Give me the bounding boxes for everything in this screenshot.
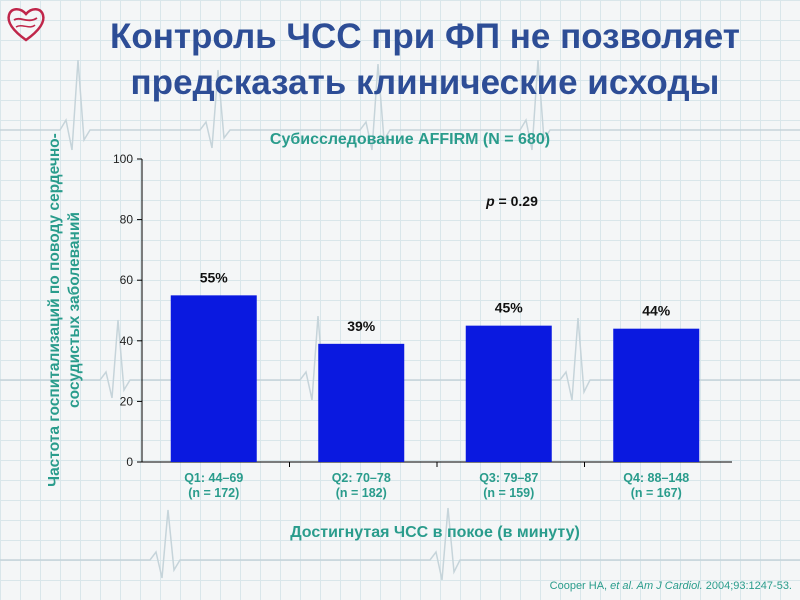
p-value-text: = 0.29 <box>495 193 538 209</box>
y-tick-label: 40 <box>120 334 134 348</box>
y-tick-label: 100 <box>113 152 133 166</box>
y-tick-label: 20 <box>120 394 134 408</box>
x-tick-label: (n = 182) <box>336 486 387 500</box>
p-value-symbol: p <box>485 193 495 209</box>
page-title-line-1: Контроль ЧСС при ФП не позволяет <box>110 17 740 56</box>
citation-etal: et al. Am J Cardiol. <box>610 580 703 592</box>
citation-rest: 2004;93:1247-53. <box>702 580 792 592</box>
y-tick-label: 60 <box>120 273 134 287</box>
page-title-line-2: предсказать клинические исходы <box>130 63 720 102</box>
x-tick-label: Q3: 79–87 <box>479 471 538 485</box>
bar <box>465 325 552 462</box>
y-tick-label: 80 <box>120 213 134 227</box>
data-label: 55% <box>200 269 229 285</box>
citation: Cooper HA, et al. Am J Cardiol. 2004;93:… <box>550 580 792 592</box>
data-label: 39% <box>347 318 376 334</box>
x-tick-label: Q4: 88–148 <box>623 471 689 485</box>
bar <box>318 343 405 462</box>
heart-logo-icon <box>7 8 45 42</box>
p-value-annotation: p = 0.29 <box>485 193 538 209</box>
x-tick-label: (n = 172) <box>188 486 239 500</box>
page-title: Контроль ЧСС при ФП не позволяет предска… <box>60 14 790 106</box>
x-tick-label: Q2: 70–78 <box>332 471 391 485</box>
x-tick-label: Q1: 44–69 <box>184 471 243 485</box>
chart-subtitle: Субисследование AFFIRM (N = 680) <box>269 131 551 148</box>
data-label: 44% <box>642 303 671 319</box>
x-tick-label: (n = 167) <box>631 486 682 500</box>
data-label: 45% <box>495 300 524 316</box>
bar <box>613 328 700 462</box>
x-axis-label: Достигнутая ЧСС в покое (в минуту) <box>290 524 580 541</box>
bar <box>170 295 257 462</box>
y-tick-label: 0 <box>126 455 133 469</box>
x-tick-label: (n = 159) <box>483 486 534 500</box>
citation-authors: Cooper HA, <box>549 580 611 592</box>
